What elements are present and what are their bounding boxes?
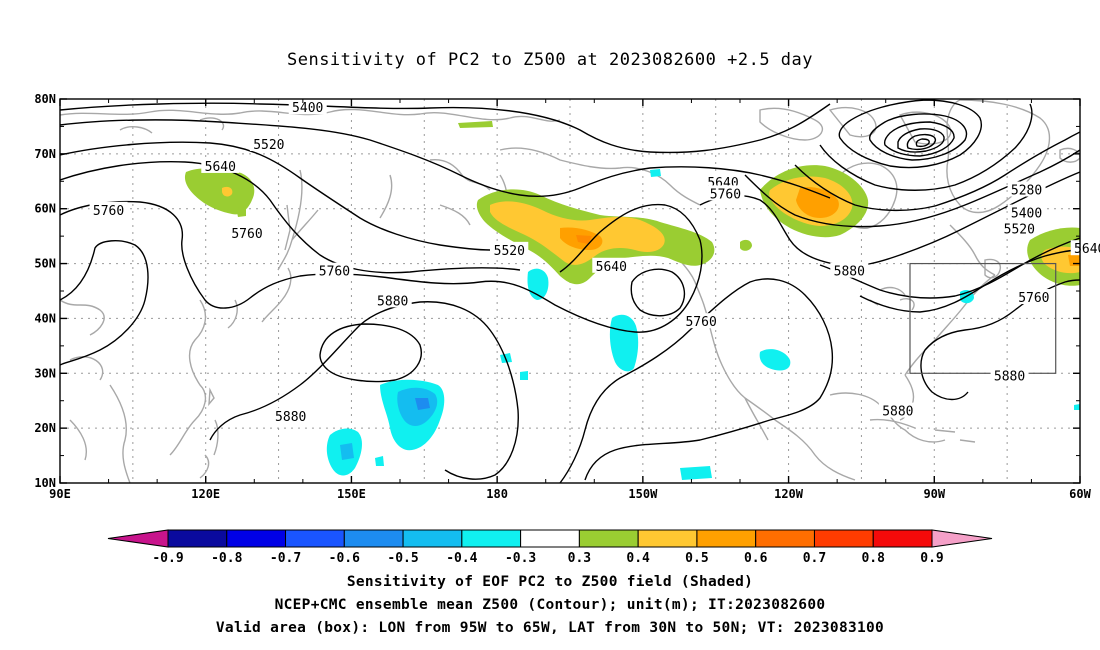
contour-label: 5520 <box>494 244 525 259</box>
colorbar-segment <box>226 529 287 548</box>
contour-label-bg <box>682 313 721 329</box>
contour-label: 5880 <box>377 294 408 309</box>
contour-label-bg <box>706 185 745 201</box>
colorbar-label: -0.3 <box>505 551 536 566</box>
contour-label-bg <box>271 408 310 424</box>
contour-label-bg <box>1070 240 1100 256</box>
lat-tick-label: 70N <box>34 147 56 161</box>
lon-tick-label: 120W <box>774 487 804 501</box>
contour-label: 5760 <box>710 187 741 202</box>
chart-title: Sensitivity of PC2 to Z500 at 2023082600… <box>286 50 813 70</box>
contour-label-bg <box>373 292 412 308</box>
contour-label: 5520 <box>1004 222 1035 237</box>
lon-tick-label: 90W <box>923 487 945 501</box>
lat-tick-label: 40N <box>34 311 56 325</box>
contour-label: 5520 <box>253 138 284 153</box>
contour-label-bg <box>249 135 288 151</box>
valid-area-box <box>909 262 1057 374</box>
contour-label-bg <box>1000 220 1039 236</box>
lon-tick-label: 90E <box>49 487 71 501</box>
lon-tick-label: 180 <box>486 487 508 501</box>
contour-label: 5880 <box>275 410 306 425</box>
colorbar-segment <box>520 529 580 548</box>
contour-label-bg <box>201 157 240 173</box>
contour-label-bg <box>830 262 869 278</box>
colorbar-low-extend <box>107 529 169 548</box>
contour-label: 5640 <box>1074 242 1100 257</box>
colorbar-segment <box>402 529 463 548</box>
caption-contour: NCEP+CMC ensemble mean Z500 (Contour); u… <box>274 597 826 613</box>
colorbar-label: 0.6 <box>744 551 768 566</box>
contour-label-bg <box>592 257 631 273</box>
colorbar-segment <box>285 529 345 548</box>
colorbar-label: 0.3 <box>568 551 591 566</box>
lat-tick-label: 30N <box>34 366 56 380</box>
lat-tick-label: 10N <box>34 476 56 490</box>
colorbar-segment <box>872 529 933 548</box>
colorbar-label: -0.6 <box>329 551 360 566</box>
colorbar-segment <box>637 529 698 548</box>
lon-tick-label: 150E <box>337 487 366 501</box>
colorbar-segment <box>813 529 874 548</box>
contour-label: 5400 <box>1011 207 1042 222</box>
contour-label: 5760 <box>319 265 350 280</box>
contour-label: 5880 <box>994 369 1025 384</box>
contour-label-bg <box>1014 289 1053 305</box>
colorbar-segment <box>755 529 815 548</box>
contour-label-bg <box>1007 204 1046 220</box>
z500-contours <box>60 99 1080 483</box>
lat-tick-label: 20N <box>34 421 56 435</box>
contour-label: 5880 <box>882 405 913 420</box>
colorbar-segment <box>578 529 639 548</box>
caption-valid-area: Valid area (box): LON from 95W to 65W, L… <box>215 620 885 636</box>
lat-tick-label: 50N <box>34 257 56 271</box>
contour-label: 5880 <box>834 265 865 280</box>
lat-tick-label: 80N <box>34 92 56 106</box>
lon-tick-label: 150W <box>628 487 658 501</box>
contour-label: 5280 <box>1011 184 1042 199</box>
contour-label-bg <box>288 99 327 115</box>
contour-label-bg <box>89 201 128 217</box>
colorbar-label: 0.4 <box>626 551 650 566</box>
colorbar-segment <box>461 529 522 548</box>
colorbar-segment <box>696 529 757 548</box>
lon-tick-label: 120E <box>191 487 220 501</box>
caption-shading: Sensitivity of EOF PC2 to Z500 field (Sh… <box>346 574 754 590</box>
contour-label-bg <box>490 241 529 257</box>
sensitivity-map: 5400552056405760576055205640576058805640… <box>34 92 1100 566</box>
contour-label: 5400 <box>292 101 323 116</box>
colorbar-label: 0.5 <box>685 551 708 566</box>
contour-labels: 5400552056405760576055205640576058805640… <box>89 99 1100 425</box>
colorbar-label: 0.9 <box>920 551 943 566</box>
contour-label-bg <box>228 224 266 240</box>
contour-label: 5640 <box>205 160 236 175</box>
colorbar-label: 0.8 <box>861 551 885 566</box>
colorbar-label: -0.4 <box>446 551 477 566</box>
colorbar-label: -0.5 <box>387 551 418 566</box>
colorbar-segment <box>167 529 228 548</box>
lon-tick-label: 60W <box>1069 487 1091 501</box>
contour-label: 5760 <box>685 315 716 330</box>
contour-label-bg <box>990 367 1029 383</box>
colorbar-high-extend <box>931 529 993 548</box>
contour-label: 5760 <box>93 204 124 219</box>
colorbar-label: 0.7 <box>803 551 826 566</box>
contour-label: 5640 <box>596 260 627 275</box>
colorbar-label: -0.8 <box>211 551 242 566</box>
colorbar-segment <box>343 529 404 548</box>
lat-tick-label: 60N <box>34 202 56 216</box>
contour-label-bg <box>704 173 742 189</box>
colorbar: -0.9 -0.8 -0.7 -0.6 -0.5 -0.4 -0.3 0.3 0.4 0.5 0.6… <box>107 529 993 566</box>
contour-label-bg <box>878 402 917 418</box>
contour-label: 5760 <box>1018 291 1049 306</box>
contour-label: 5760 <box>231 227 262 242</box>
contour-label-bg <box>1007 181 1046 197</box>
colorbar-label: -0.9 <box>152 551 183 566</box>
colorbar-label: -0.7 <box>270 551 301 566</box>
contour-label-bg <box>315 262 354 278</box>
